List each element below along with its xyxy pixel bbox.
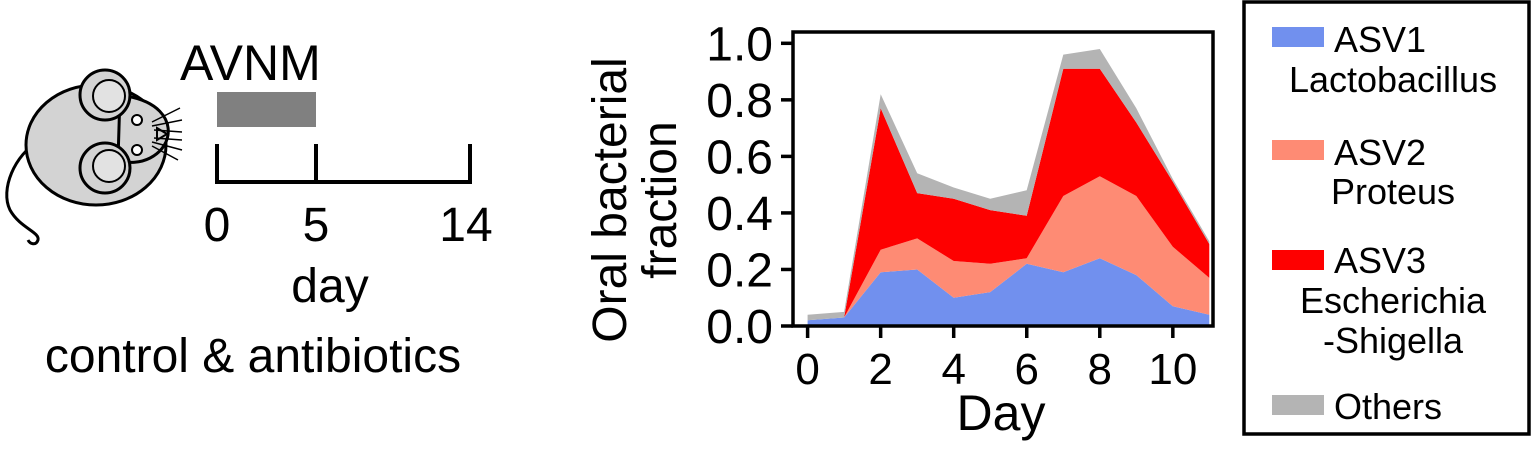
- y-tick-label: 0.6: [706, 131, 773, 184]
- plot-frame: [791, 30, 1215, 328]
- condition-label: control & antibiotics: [45, 330, 461, 383]
- area-asv1-lactobacillus: [807, 258, 1210, 326]
- y-axis-title-line: fraction: [634, 121, 687, 278]
- legend-label: Others: [1334, 386, 1442, 427]
- legend-swatch: [1272, 395, 1324, 415]
- y-axis-title: Oral bacterial fraction: [584, 57, 687, 342]
- timeline-tick-label: 5: [303, 199, 330, 252]
- y-tick-label: 0.0: [706, 301, 773, 354]
- legend-label: -Shigella: [1323, 320, 1464, 361]
- x-axis: 0 2 4 6 8 10: [795, 326, 1197, 394]
- legend-box: [1242, 0, 1531, 436]
- timeline-tick-label: 0: [204, 199, 231, 252]
- x-tick-label: 6: [1014, 345, 1038, 394]
- timeline-tick-label: 14: [439, 199, 492, 252]
- x-tick-label: 2: [868, 345, 892, 394]
- area-others: [807, 49, 1210, 321]
- legend-label: ASV2: [1334, 132, 1426, 173]
- area-asv3-escherichia-shigella: [807, 68, 1210, 321]
- y-axis-title-line: Oral bacterial: [584, 57, 637, 342]
- mouse-icon: [5, 68, 183, 246]
- x-axis-title: Day: [957, 385, 1046, 441]
- area-layer: [807, 49, 1210, 326]
- x-tick-label: 4: [941, 345, 965, 394]
- timeline-axis: [215, 144, 472, 184]
- x-tick-label: 0: [795, 345, 819, 394]
- y-tick-label: 0.2: [706, 244, 773, 297]
- legend-label: ASV1: [1334, 19, 1426, 60]
- area-asv2-proteus: [807, 176, 1210, 321]
- y-axis: 0.00.20.40.60.81.0: [706, 18, 793, 354]
- legend-swatch: [1272, 27, 1324, 47]
- legend-label: ASV3: [1334, 240, 1426, 281]
- legend-swatch: [1272, 250, 1324, 270]
- legend-swatch: [1272, 140, 1324, 160]
- timeline-unit-label: day: [291, 260, 368, 313]
- legend-label: Escherichia: [1300, 280, 1487, 321]
- legend-label: Proteus: [1331, 171, 1455, 212]
- y-tick-label: 1.0: [706, 18, 773, 71]
- treatment-label: AVNM: [180, 35, 321, 91]
- y-tick-label: 0.8: [706, 75, 773, 128]
- y-tick-label: 0.4: [706, 188, 773, 241]
- x-tick-label: 8: [1088, 345, 1112, 394]
- treatment-bar: [217, 92, 316, 127]
- legend-label: Lactobacillus: [1289, 59, 1497, 100]
- x-tick-label: 10: [1148, 345, 1197, 394]
